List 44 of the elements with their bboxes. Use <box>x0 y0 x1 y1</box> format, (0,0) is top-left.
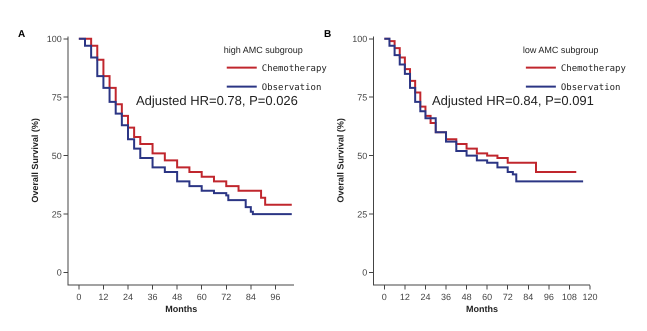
y-tick-label: 25 <box>357 209 368 220</box>
x-tick-label: 108 <box>562 292 577 302</box>
x-tick-label: 24 <box>122 292 133 302</box>
x-tick-label: 48 <box>172 292 182 302</box>
chart-title: B <box>324 29 332 40</box>
chart-title: A <box>18 29 26 40</box>
y-tick-label: 0 <box>362 268 368 278</box>
y-axis-title: Overall Survival (%) <box>336 118 346 203</box>
x-tick-label: 0 <box>382 292 387 302</box>
annotation: Adjusted HR=0.84, P=0.091 <box>432 93 594 108</box>
x-tick-label: 60 <box>482 292 492 302</box>
x-tick-label: 60 <box>196 292 207 302</box>
x-tick-label: 96 <box>270 292 280 302</box>
x-tick-label: 72 <box>502 292 513 302</box>
legend-label: Observation <box>560 83 620 94</box>
x-tick-label: 36 <box>148 292 158 302</box>
legend-label: Chemotherapy <box>262 64 328 74</box>
legend-title: low AMC subgroup <box>522 45 598 56</box>
annotation: Adjusted HR=0.78, P=0.026 <box>136 93 298 108</box>
legend-label: Chemotherapy <box>560 64 626 74</box>
x-tick-label: 0 <box>76 292 82 302</box>
legend-label: Observation <box>262 83 322 94</box>
y-tick-label: 50 <box>52 150 62 161</box>
y-tick-label: 75 <box>357 92 368 102</box>
y-tick-label: 75 <box>52 92 62 102</box>
x-tick-label: 84 <box>523 292 534 302</box>
x-tick-label: 36 <box>441 292 452 302</box>
x-axis-title: Months <box>466 304 498 314</box>
x-tick-label: 12 <box>400 292 410 302</box>
x-axis-title: Months <box>165 304 198 314</box>
x-tick-label: 96 <box>544 292 554 302</box>
legend-title: high AMC subgroup <box>224 45 303 56</box>
x-tick-label: 84 <box>246 292 256 302</box>
y-tick-label: 100 <box>46 34 62 44</box>
y-axis-title: Overall Survival (%) <box>30 118 40 203</box>
x-tick-label: 120 <box>582 292 598 302</box>
y-tick-label: 25 <box>52 209 62 220</box>
x-tick-label: 48 <box>462 292 472 302</box>
x-tick-label: 24 <box>420 292 430 302</box>
x-tick-label: 72 <box>221 292 232 302</box>
y-tick-label: 0 <box>56 268 62 278</box>
x-tick-label: 12 <box>98 292 108 302</box>
y-tick-label: 100 <box>352 34 368 44</box>
y-tick-label: 50 <box>357 150 368 161</box>
